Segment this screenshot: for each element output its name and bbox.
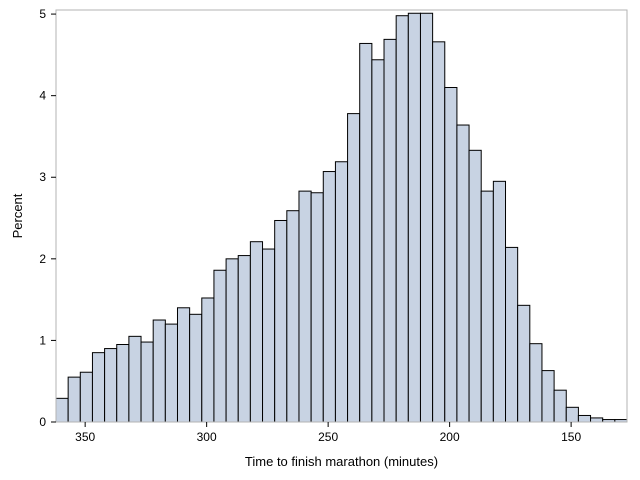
histogram-bar	[189, 313, 203, 423]
histogram-bar	[432, 41, 446, 423]
histogram-bar	[395, 15, 409, 423]
y-tick-label: 3	[39, 170, 46, 184]
histogram-bar	[298, 190, 312, 423]
histogram-bar	[553, 389, 567, 423]
histogram-bar	[91, 352, 106, 423]
histogram-bar	[237, 255, 251, 423]
histogram-bar	[286, 210, 300, 423]
x-tick-label: 250	[318, 430, 338, 444]
y-tick-label: 2	[39, 252, 46, 266]
histogram-bar	[347, 113, 361, 423]
plot-frame	[55, 9, 628, 423]
histogram-bar	[322, 171, 336, 423]
histogram-bar	[529, 343, 543, 423]
histogram-bar	[456, 124, 470, 423]
histogram-bar	[492, 180, 507, 423]
histogram-bar	[310, 192, 324, 423]
histogram-bar	[104, 348, 118, 423]
histogram-bar	[590, 417, 604, 423]
histogram-bar	[371, 59, 385, 423]
histogram-bar	[565, 406, 579, 423]
y-axis-label: Percent	[10, 193, 25, 238]
x-tick-label: 150	[561, 430, 581, 444]
histogram-bar	[213, 269, 227, 423]
histogram-bar	[541, 370, 555, 423]
y-tick-label: 4	[39, 89, 46, 103]
x-tick-label: 200	[440, 430, 460, 444]
x-tick-label: 300	[197, 430, 217, 444]
histogram-bar	[505, 246, 519, 423]
histogram-bar	[116, 344, 130, 423]
y-tick-label: 5	[39, 7, 46, 21]
histogram-bar	[274, 219, 288, 423]
histogram-bar	[407, 12, 421, 423]
histogram-bar	[444, 87, 458, 423]
histogram-bar	[67, 376, 81, 423]
y-tick-label: 1	[39, 333, 46, 347]
histogram-bar	[140, 341, 154, 423]
x-tick-label: 350	[75, 430, 95, 444]
histogram-bar	[176, 307, 191, 423]
histogram-bar	[419, 12, 434, 423]
y-tick-label: 0	[39, 415, 46, 429]
y-axis: 0 1 2 3 4 5	[39, 7, 56, 429]
histogram-bar	[383, 38, 397, 423]
histogram-bar	[468, 149, 482, 423]
histogram-bar	[128, 335, 142, 423]
histogram-bar	[359, 42, 373, 423]
histogram-bar	[164, 323, 178, 423]
x-axis: 350 300 250 200 150	[75, 422, 581, 444]
histogram-bar	[577, 414, 592, 423]
histogram-bar	[249, 241, 264, 423]
histogram-bar	[517, 304, 531, 423]
histogram-bar	[152, 319, 166, 423]
histogram-bar	[262, 248, 276, 423]
histogram-bar	[480, 190, 494, 423]
bars-group	[55, 12, 628, 423]
histogram-bar	[334, 161, 349, 423]
histogram-bar	[201, 297, 215, 423]
histogram-bar	[225, 258, 239, 423]
histogram-bar	[79, 371, 93, 423]
histogram-bar	[55, 397, 69, 423]
x-axis-label: Time to finish marathon (minutes)	[245, 454, 438, 469]
